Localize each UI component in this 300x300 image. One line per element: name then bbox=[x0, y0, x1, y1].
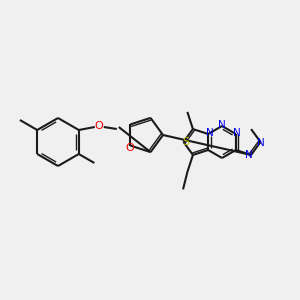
Text: N: N bbox=[245, 150, 253, 160]
Text: O: O bbox=[125, 142, 134, 153]
Text: N: N bbox=[206, 128, 214, 138]
Text: N: N bbox=[233, 128, 241, 138]
Text: O: O bbox=[94, 121, 103, 131]
Text: N: N bbox=[256, 138, 264, 148]
Text: N: N bbox=[218, 120, 226, 130]
Text: S: S bbox=[182, 137, 189, 147]
